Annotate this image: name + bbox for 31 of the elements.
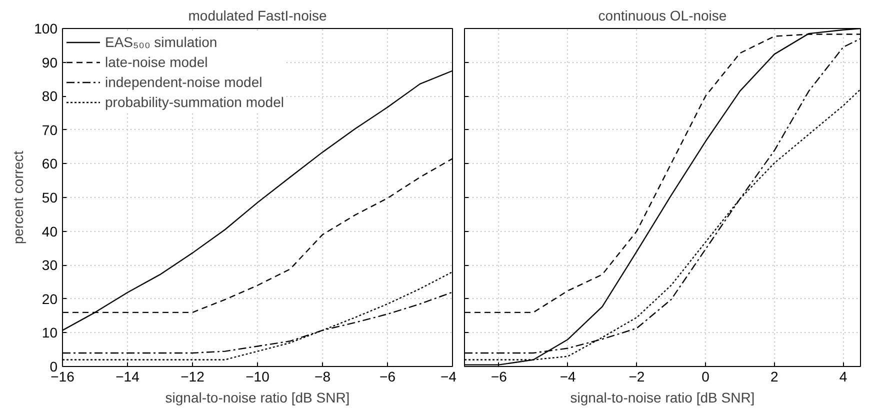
legend-label: independent-noise model — [105, 73, 262, 91]
y-tick-label: 60 — [42, 156, 58, 172]
y-tick-label: 40 — [42, 223, 58, 240]
y-tick-label: 50 — [42, 190, 58, 206]
chart-title: continuous OL-noise — [598, 8, 727, 24]
y-tick-label: 90 — [42, 54, 58, 70]
y-tick-label: 80 — [42, 88, 58, 104]
y-tick-label: 30 — [42, 257, 58, 274]
y-tick-label: 10 — [42, 324, 58, 341]
y-tick-label: 100 — [34, 20, 58, 36]
x-tick-label: 0 — [702, 368, 710, 384]
legend-label: probability-summation model — [105, 93, 284, 111]
x-tick-label: −6 — [380, 368, 396, 384]
x-tick-label: −2 — [628, 368, 645, 384]
x-tick-label: 4 — [839, 368, 848, 384]
legend-label: late-noise model — [105, 53, 208, 71]
x-tick-label: −14 — [116, 368, 140, 384]
x-tick-label: −10 — [246, 368, 270, 384]
x-tick-label: −8 — [314, 368, 331, 384]
x-tick-label: −4 — [560, 368, 576, 384]
chart-title: modulated FastI-noise — [188, 8, 327, 24]
x-tick-label: −12 — [180, 368, 205, 384]
y-tick-label: 70 — [42, 122, 58, 138]
y-axis-title: percent correct — [10, 150, 26, 244]
x-axis-title: signal-to-noise ratio [dB SNR] — [165, 390, 350, 406]
x-tick-label: −6 — [490, 368, 508, 384]
legend-label: EAS₅₀₀ simulation — [105, 33, 218, 51]
x-tick-label: 2 — [770, 368, 779, 384]
y-tick-label: 20 — [42, 290, 58, 307]
x-axis-title: signal-to-noise ratio [dB SNR] — [570, 390, 755, 406]
x-tick-label: −4 — [440, 368, 457, 384]
